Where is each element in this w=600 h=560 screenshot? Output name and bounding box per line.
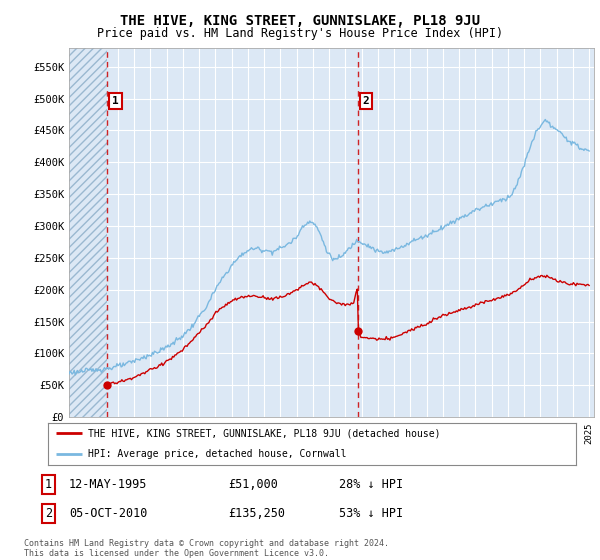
Text: HPI: Average price, detached house, Cornwall: HPI: Average price, detached house, Corn…	[88, 449, 346, 459]
Bar	[69, 48, 107, 417]
Text: 05-OCT-2010: 05-OCT-2010	[69, 507, 148, 520]
Text: £135,250: £135,250	[228, 507, 285, 520]
Text: £51,000: £51,000	[228, 478, 278, 491]
Text: 1: 1	[112, 96, 119, 106]
Text: THE HIVE, KING STREET, GUNNISLAKE, PL18 9JU (detached house): THE HIVE, KING STREET, GUNNISLAKE, PL18 …	[88, 428, 440, 438]
Text: 1: 1	[45, 478, 52, 491]
Text: This data is licensed under the Open Government Licence v3.0.: This data is licensed under the Open Gov…	[24, 549, 329, 558]
Text: 53% ↓ HPI: 53% ↓ HPI	[339, 507, 403, 520]
Text: THE HIVE, KING STREET, GUNNISLAKE, PL18 9JU: THE HIVE, KING STREET, GUNNISLAKE, PL18 …	[120, 14, 480, 28]
Text: Contains HM Land Registry data © Crown copyright and database right 2024.: Contains HM Land Registry data © Crown c…	[24, 539, 389, 548]
Text: 28% ↓ HPI: 28% ↓ HPI	[339, 478, 403, 491]
Text: Price paid vs. HM Land Registry's House Price Index (HPI): Price paid vs. HM Land Registry's House …	[97, 27, 503, 40]
Text: 12-MAY-1995: 12-MAY-1995	[69, 478, 148, 491]
Text: 2: 2	[45, 507, 52, 520]
Text: 2: 2	[362, 96, 369, 106]
